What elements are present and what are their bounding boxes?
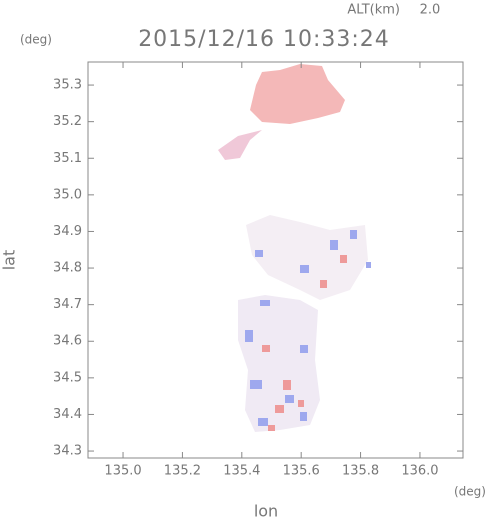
y-axis-label: lat — [0, 250, 19, 271]
echo-area — [250, 64, 345, 124]
y-unit: (deg) — [20, 33, 52, 47]
y-tick-label: 34.9 — [53, 224, 82, 239]
echo-area — [218, 130, 262, 160]
y-tick-label: 34.8 — [53, 261, 82, 276]
x-tick-label: 135.0 — [104, 464, 141, 479]
y-tick-label: 35.1 — [53, 151, 82, 166]
echo-field — [218, 64, 371, 432]
altitude-value: 2.0 — [420, 3, 441, 18]
y-tick-label: 35.3 — [53, 78, 82, 93]
chart-title: 2015/12/16 10:33:24 — [138, 27, 390, 52]
x-axis-label: lon — [254, 502, 278, 521]
x-tick-label: 135.4 — [223, 464, 260, 479]
x-tick-label: 135.6 — [283, 464, 320, 479]
echo-cells — [245, 230, 371, 426]
altitude-label: ALT(km) — [347, 3, 400, 18]
x-tick-label: 136.0 — [401, 464, 438, 479]
y-tick-label: 35.2 — [53, 114, 82, 129]
echo-area — [238, 295, 320, 432]
y-tick-label: 34.5 — [53, 370, 82, 385]
x-tick-label: 135.8 — [342, 464, 379, 479]
y-tick-label: 34.6 — [53, 334, 82, 349]
plot-frame — [87, 61, 464, 459]
echo-cells — [262, 255, 347, 431]
y-tick-label: 34.3 — [53, 444, 82, 459]
y-tick-label: 35.0 — [53, 187, 82, 202]
echo-area — [246, 215, 368, 300]
x-unit: (deg) — [454, 485, 486, 499]
x-tick-label: 135.2 — [164, 464, 201, 479]
y-tick-label: 34.4 — [53, 407, 82, 422]
y-tick-label: 34.7 — [53, 297, 82, 312]
